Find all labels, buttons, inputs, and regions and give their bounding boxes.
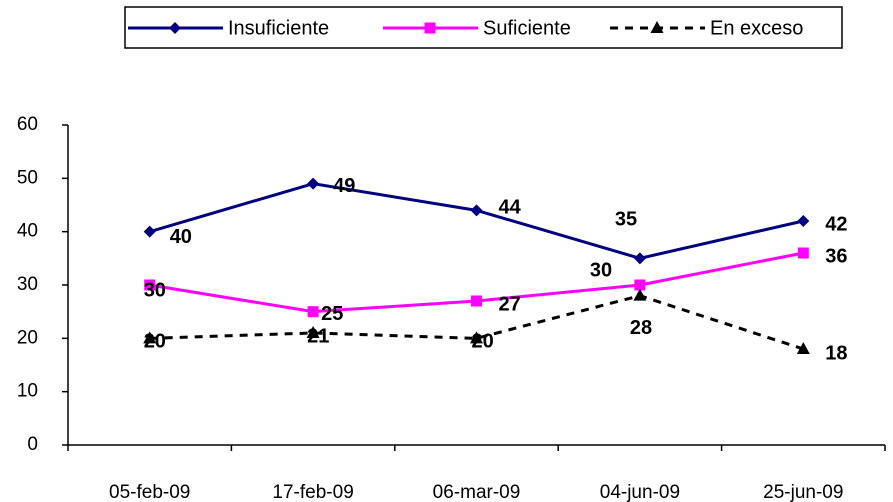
data-label: 20: [144, 331, 166, 353]
data-label: 20: [472, 331, 494, 353]
x-tick-label: 06-mar-09: [433, 482, 521, 502]
point: [143, 225, 156, 238]
point: [144, 279, 156, 291]
data-label: 18: [825, 342, 847, 364]
x-tick-label: 04-jun-09: [600, 482, 680, 502]
data-label: 36: [825, 245, 847, 267]
legend-marker: [424, 22, 436, 34]
y-tick-label: 10: [17, 381, 38, 402]
legend-marker: [650, 21, 664, 33]
data-label: 42: [825, 213, 847, 235]
y-tick-label: 50: [17, 167, 38, 188]
data-label: 25: [321, 303, 343, 325]
point: [307, 306, 319, 318]
y-tick-label: 0: [27, 434, 38, 455]
y-tick-label: 20: [17, 327, 38, 348]
point: [470, 204, 483, 217]
legend-marker: [169, 22, 181, 34]
point: [796, 342, 810, 354]
legend-label: Suficiente: [483, 17, 571, 39]
point: [470, 331, 483, 344]
x-tick-label: 05-feb-09: [109, 482, 190, 502]
series-line: [149, 182, 804, 260]
point: [797, 247, 809, 259]
data-label: 49: [333, 175, 355, 197]
series-line: [149, 294, 804, 351]
point: [471, 295, 482, 307]
legend-label: Insuficiente: [228, 17, 329, 39]
x-tick-label: 17-feb-09: [272, 482, 353, 502]
data-label: 35: [615, 209, 637, 231]
x-tick-label: 25-jun-09: [763, 482, 843, 502]
point: [797, 215, 810, 227]
point: [634, 279, 646, 291]
y-tick-label: 30: [17, 274, 38, 295]
point: [143, 331, 157, 344]
legend-box: [124, 6, 843, 49]
point: [633, 288, 647, 301]
data-label: 21: [307, 325, 329, 347]
data-label: 30: [590, 259, 612, 281]
y-tick-label: 60: [17, 114, 38, 135]
point: [633, 252, 646, 265]
data-label: 28: [630, 317, 652, 339]
legend-label: En exceso: [710, 17, 803, 39]
data-label: 30: [144, 279, 166, 301]
point: [306, 326, 320, 338]
point: [307, 177, 320, 190]
data-label: 40: [170, 226, 192, 248]
y-tick-label: 40: [17, 221, 38, 242]
data-label: 44: [499, 197, 522, 219]
data-label: 27: [499, 293, 521, 315]
